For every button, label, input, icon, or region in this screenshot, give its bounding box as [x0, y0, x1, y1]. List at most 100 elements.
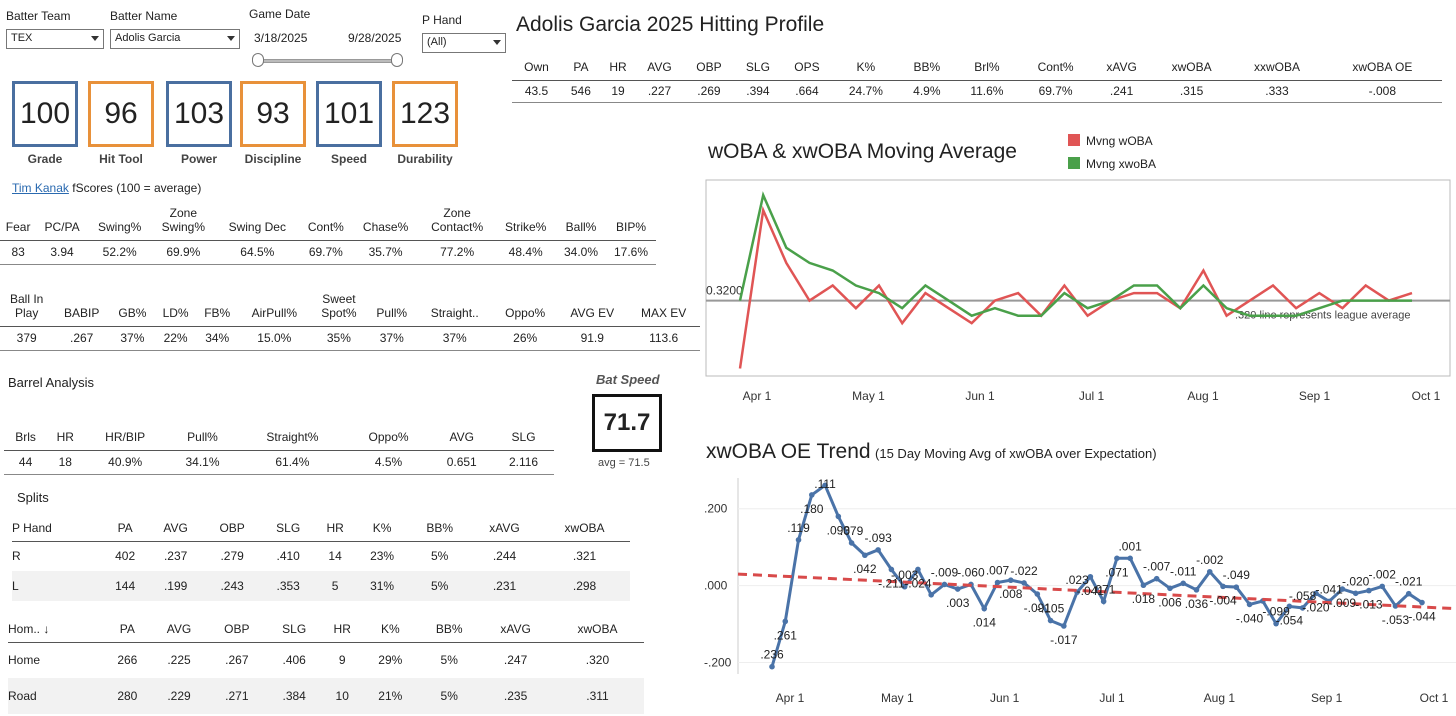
oe-data-point: [795, 537, 802, 543]
batter-name-value: Adolis Garcia: [115, 32, 181, 44]
p-hand-select[interactable]: (All): [422, 33, 506, 53]
data-label: -.211: [878, 576, 905, 590]
table-cell: .269: [683, 80, 735, 103]
table-cell: 546: [561, 80, 601, 103]
oe-data-point: [1299, 605, 1306, 611]
table-cell: .279: [220, 549, 244, 564]
column-header: SLG: [734, 56, 782, 81]
table-cell: 69.9%: [151, 240, 216, 265]
data-label: .006: [1158, 595, 1182, 609]
data-label: -.058: [1289, 589, 1317, 603]
profile-table: Own PA HR AVG OBP SLG OPS K% BB% Brl% Cont% xAVG xwO…: [512, 56, 1442, 103]
data-label: -.044: [1408, 610, 1436, 624]
table-cell: 31%: [354, 571, 410, 601]
oe-chart-subtitle: (15 Day Moving Avg of xwOBA over Expecta…: [875, 446, 1157, 461]
column-header[interactable]: BB%: [418, 618, 481, 643]
header-row: P Hand PA AVG OBP SLG HR K% BB% xAVG xwOBA: [12, 517, 630, 542]
table-cell: 48.4%: [495, 240, 557, 265]
p-hand-value: (All): [427, 36, 447, 48]
data-label: .180: [800, 502, 824, 516]
bat-speed-avg: avg = 71.5: [598, 457, 650, 469]
woba-chart-title: wOBA & xwOBA Moving Average: [708, 140, 1017, 163]
column-header: xAVG: [469, 517, 540, 542]
data-label: -.009: [1329, 596, 1357, 610]
column-header: PC/PA: [36, 196, 88, 241]
table-cell: .225: [167, 653, 191, 668]
table-cell: .394: [734, 80, 782, 103]
batter-name-select[interactable]: Adolis Garcia: [110, 29, 240, 49]
data-label: -.011: [1170, 564, 1197, 578]
column-header: SLG: [493, 412, 554, 451]
table-cell: 15.0%: [238, 326, 311, 351]
column-header: SLG: [260, 517, 316, 542]
data-label: -.049: [1223, 568, 1251, 582]
oe-data-point: [808, 492, 815, 498]
table-cell: .231: [469, 571, 540, 601]
column-header: Own: [512, 56, 562, 81]
legend-swatch-woba: [1068, 134, 1080, 146]
column-header: Cont%: [299, 196, 353, 241]
oe-data-point: [915, 566, 921, 573]
profile-title: Adolis Garcia 2025 Hitting Profile: [516, 13, 825, 36]
game-date-label: Game Date: [249, 7, 311, 21]
xwoba-oe-trend-chart: .200.000-.200.236.261.119.180.111.093.07…: [704, 477, 1456, 705]
oe-data-point: [835, 513, 842, 520]
score-box-hit-tool: 96: [88, 81, 154, 147]
column-header[interactable]: PA: [104, 618, 151, 643]
column-header: LD%: [154, 282, 197, 327]
table-cell: .333: [1231, 80, 1323, 103]
column-header: K%: [354, 517, 410, 542]
column-header[interactable]: K%: [362, 618, 419, 643]
x-tick-label: Jun 1: [965, 389, 995, 403]
date-start-handle[interactable]: [252, 53, 264, 67]
batted-ball-table: Ball In Play BABIP GB% LD% FB% AirPull% Sweet …: [0, 282, 700, 351]
plot-frame: [705, 179, 1451, 377]
data-label: .008: [999, 587, 1023, 601]
column-header: OBP: [203, 517, 261, 542]
column-header: AVG: [635, 56, 684, 81]
oe-data-point: [1193, 587, 1200, 593]
score-label: Durability: [397, 152, 453, 166]
header-row: Hom.. ↓ PA AVG OBP SLG HR K% BB% xAVG xwOBA: [8, 618, 644, 643]
date-range-track[interactable]: [258, 59, 398, 63]
oe-data-point: [1379, 583, 1386, 590]
column-header: Straight%: [238, 412, 347, 451]
score-box-power: 103: [166, 81, 232, 147]
table-cell: R: [12, 549, 21, 564]
column-header[interactable]: xwOBA: [550, 618, 644, 643]
table-cell: 43.5: [512, 80, 562, 103]
data-label: .093: [827, 523, 851, 537]
table-cell: 24.7%: [832, 80, 900, 103]
column-header: Brls: [4, 412, 48, 451]
column-header[interactable]: xAVG: [480, 618, 551, 643]
table-row: L 144.199.243.353 5 31% 5% .231.298: [12, 571, 630, 601]
data-label: -.013: [1355, 598, 1383, 612]
data-label: -.021: [1395, 575, 1423, 589]
data-label: .236: [760, 648, 784, 662]
column-header[interactable]: Hom.. ↓: [8, 618, 105, 643]
oe-data-point: [1352, 590, 1359, 597]
table-cell: .227: [635, 80, 684, 103]
column-header[interactable]: OBP: [207, 618, 267, 643]
date-end-handle[interactable]: [391, 53, 403, 67]
author-link[interactable]: Tim Kanak: [12, 181, 69, 195]
column-header: HR: [47, 412, 84, 451]
column-header[interactable]: SLG: [266, 618, 323, 643]
table-cell: 280: [104, 678, 151, 714]
date-start: 3/18/2025: [254, 31, 308, 45]
data-label: -.004: [1209, 593, 1237, 607]
oe-data-point: [954, 586, 961, 592]
column-header[interactable]: HR: [322, 618, 363, 643]
column-header: Oppo%: [493, 282, 558, 327]
batter-team-select[interactable]: TEX: [6, 29, 104, 49]
data-label: .042: [853, 562, 877, 576]
table-cell: .320: [585, 653, 610, 668]
table-row: 83 3.94 52.2% 69.9% 64.5% 69.7% 35.7% 77.2% 48.4…: [0, 240, 656, 265]
chevron-down-icon: [227, 36, 235, 41]
data-label: .119: [787, 521, 810, 535]
table-cell: 37%: [416, 326, 494, 351]
column-header[interactable]: AVG: [150, 618, 208, 643]
table-cell: .267: [53, 326, 110, 351]
oe-data-point: [1246, 601, 1253, 608]
data-label: -.002: [1196, 553, 1224, 567]
